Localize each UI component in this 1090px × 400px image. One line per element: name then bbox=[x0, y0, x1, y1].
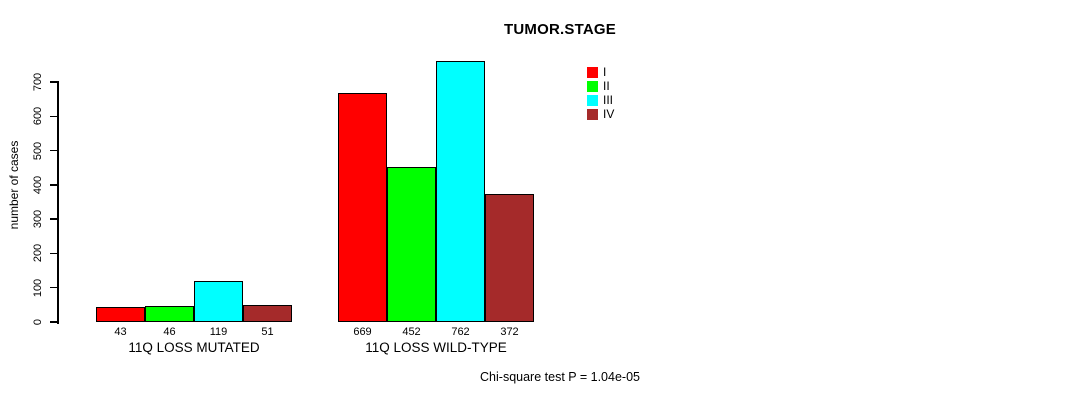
bar-ii-group2 bbox=[387, 167, 436, 322]
bar-value-label: 669 bbox=[353, 326, 372, 338]
bar-i-group1 bbox=[96, 307, 145, 322]
y-tick-mark bbox=[50, 115, 57, 118]
y-tick-label: 500 bbox=[32, 141, 44, 160]
bar-value-label: 51 bbox=[261, 326, 274, 338]
y-tick-mark bbox=[50, 286, 57, 289]
legend-item: III bbox=[587, 93, 614, 107]
y-tick-label: 600 bbox=[32, 107, 44, 126]
bar-value-label: 46 bbox=[163, 326, 176, 338]
legend-swatch-icon bbox=[587, 66, 598, 78]
y-tick-label: 100 bbox=[32, 278, 44, 297]
y-tick-mark bbox=[50, 184, 57, 186]
legend-label: I bbox=[603, 65, 607, 79]
bar-iv-group2 bbox=[485, 194, 534, 322]
legend-label: III bbox=[603, 93, 614, 107]
bar-value-label: 452 bbox=[402, 326, 421, 338]
legend: I II III IV bbox=[587, 65, 614, 121]
bar-value-label: 119 bbox=[209, 326, 228, 338]
y-tick-mark bbox=[50, 218, 57, 220]
y-tick-mark bbox=[50, 321, 57, 323]
legend-item: IV bbox=[587, 107, 614, 121]
y-tick-label: 400 bbox=[32, 175, 44, 195]
y-tick-mark bbox=[50, 81, 57, 83]
legend-swatch-icon bbox=[587, 108, 598, 120]
bar-iv-group1 bbox=[243, 305, 292, 322]
y-axis-line bbox=[57, 81, 59, 324]
y-tick-label: 300 bbox=[32, 209, 44, 229]
legend-swatch-icon bbox=[587, 80, 598, 92]
group-label: 11Q LOSS WILD-TYPE bbox=[365, 340, 507, 355]
bar-value-label: 372 bbox=[500, 326, 519, 338]
y-tick-mark bbox=[50, 149, 57, 152]
legend-item: I bbox=[587, 65, 614, 79]
chart-title: TUMOR.STAGE bbox=[504, 21, 616, 38]
bar-iii-group2 bbox=[436, 61, 485, 322]
bar-i-group2 bbox=[338, 93, 387, 322]
y-axis-title: number of cases bbox=[7, 140, 21, 230]
bar-ii-group1 bbox=[145, 306, 194, 322]
group-label: 11Q LOSS MUTATED bbox=[128, 340, 260, 355]
legend-item: II bbox=[587, 79, 614, 93]
stat-test-annotation: Chi-square test P = 1.04e-05 bbox=[480, 370, 640, 384]
bar-value-label: 43 bbox=[114, 326, 127, 338]
bar-iii-group1 bbox=[194, 281, 243, 322]
legend-label: II bbox=[603, 79, 610, 93]
bar-value-label: 762 bbox=[451, 326, 470, 338]
y-tick-mark bbox=[50, 252, 57, 255]
legend-swatch-icon bbox=[587, 94, 598, 106]
y-tick-label: 0 bbox=[32, 318, 44, 326]
legend-label: IV bbox=[603, 107, 615, 121]
y-tick-label: 700 bbox=[32, 72, 44, 92]
y-tick-label: 200 bbox=[32, 244, 44, 263]
